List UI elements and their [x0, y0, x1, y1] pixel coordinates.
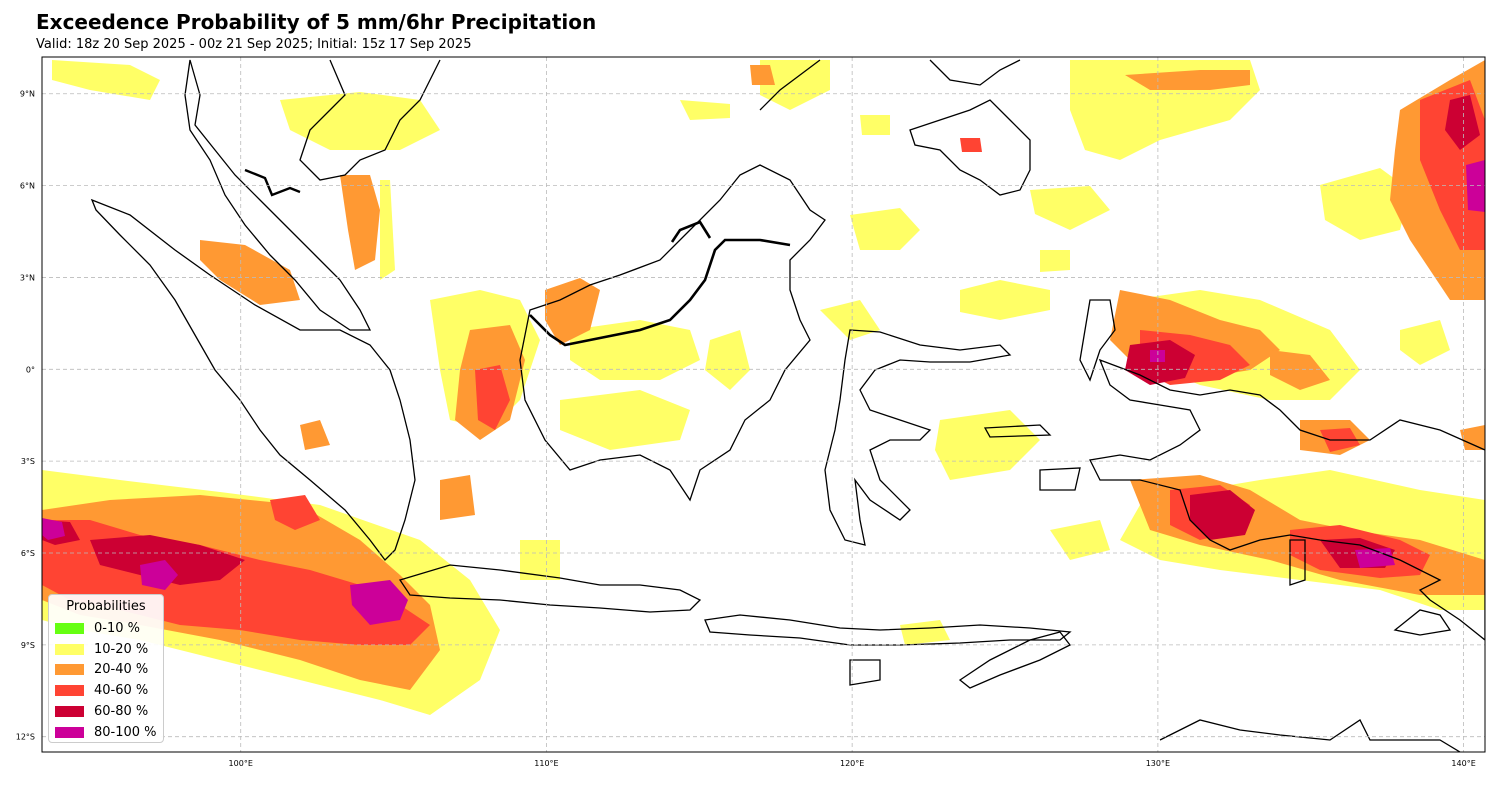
legend-item: 10-20 % [55, 639, 157, 660]
legend-swatch [55, 706, 84, 718]
seram-coast [1039, 467, 1081, 491]
halmahera-coast [1079, 299, 1116, 382]
lat-tick-label: 9°N [20, 90, 35, 99]
philippines-coast [759, 59, 1021, 111]
lon-tick-label: 110°E [534, 759, 558, 768]
lesser-sunda-coast [704, 614, 1072, 646]
lon-tick-label: 140°E [1451, 759, 1475, 768]
cape-york-coast [1393, 609, 1452, 636]
legend: Probabilities 0-10 % 10-20 % 20-40 % 40-… [48, 594, 164, 743]
australia-coast [1159, 719, 1461, 752]
aru-coast [1289, 539, 1306, 586]
legend-item: 0-10 % [55, 618, 157, 639]
borneo-border [529, 238, 791, 347]
borneo-coast [519, 164, 826, 502]
legend-swatch [55, 664, 84, 676]
mindanao-coast [909, 99, 1031, 196]
legend-label: 60-80 % [94, 704, 149, 720]
coastlines [90, 59, 1485, 752]
lon-tick-label: 120°E [840, 759, 864, 768]
map-frame [41, 56, 1486, 753]
lat-tick-label: 0° [26, 365, 35, 374]
sumba-coast [849, 659, 881, 686]
new-guinea-coast [1089, 358, 1485, 641]
buru-coast [983, 424, 1052, 438]
lat-tick-label: 6°N [20, 182, 35, 191]
legend-item: 20-40 % [55, 660, 157, 681]
legend-label: 80-100 % [94, 724, 157, 740]
map-title: Exceedence Probability of 5 mm/6hr Preci… [36, 10, 597, 34]
legend-item: 80-100 % [55, 722, 157, 743]
legend-item: 40-60 % [55, 680, 157, 701]
tick-labels: 100°E 110°E 120°E 130°E 140°E 9°N 6°N 3°N 0° 3°S 6… [16, 90, 1476, 768]
legend-item: 60-80 % [55, 701, 157, 722]
lat-tick-label: 3°N [20, 273, 35, 282]
lat-tick-label: 12°S [16, 733, 35, 742]
malay-peninsula-coast [184, 59, 372, 331]
legend-label: 10-20 % [94, 641, 149, 657]
legend-swatch [55, 726, 84, 738]
thai-malay-border [244, 168, 301, 197]
legend-title: Probabilities [66, 599, 146, 614]
legend-swatch [55, 643, 84, 655]
lon-tick-label: 130°E [1146, 759, 1170, 768]
lon-tick-label: 100°E [229, 759, 253, 768]
legend-label: 0-10 % [94, 620, 140, 636]
legend-label: 20-40 % [94, 662, 149, 678]
indochina-coast [299, 59, 441, 181]
sulawesi-coast [824, 329, 1012, 546]
timor-coast [958, 631, 1071, 689]
lat-tick-label: 3°S [21, 457, 35, 466]
java-coast [398, 564, 702, 613]
lat-tick-label: 6°S [21, 549, 35, 558]
gridlines [42, 57, 1485, 752]
legend-swatch [55, 622, 84, 634]
legend-swatch [55, 685, 84, 697]
sabah-border [670, 220, 712, 243]
legend-label: 40-60 % [94, 683, 149, 699]
sumatra-coast [90, 198, 416, 561]
map-subtitle: Valid: 18z 20 Sep 2025 - 00z 21 Sep 2025… [36, 37, 472, 52]
lat-tick-label: 9°S [21, 641, 35, 650]
prob-80-100-layer [42, 160, 1485, 625]
prob-60-80-layer [42, 95, 1480, 585]
